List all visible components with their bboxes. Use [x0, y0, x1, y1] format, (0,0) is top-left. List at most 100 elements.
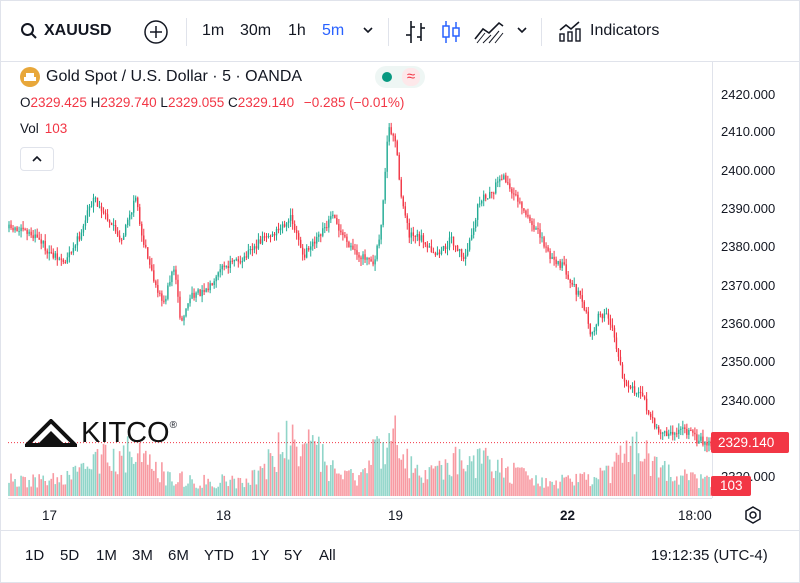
volume-bar: [76, 471, 79, 496]
volume-bar: [571, 481, 574, 496]
volume-bar: [223, 475, 226, 496]
volume-bar: [110, 470, 113, 496]
close-value: 2329.140: [237, 95, 295, 110]
volume-bar: [613, 461, 616, 496]
candle-body: [424, 242, 427, 245]
market-status-badge[interactable]: ≈: [375, 66, 425, 88]
candle-body: [334, 214, 336, 219]
chevron-down-icon[interactable]: [362, 24, 374, 36]
collapse-legend-button[interactable]: [20, 147, 54, 171]
volume-bar: [617, 454, 620, 496]
range-5d[interactable]: 5D: [60, 547, 80, 564]
candle-body: [316, 236, 318, 244]
candle-body: [36, 234, 38, 238]
volume-bar: [438, 460, 441, 496]
candle-body: [8, 224, 10, 229]
volume-bar: [32, 474, 34, 496]
candle-body: [96, 197, 99, 207]
volume-bar: [615, 452, 618, 496]
volume-bar: [153, 470, 155, 496]
candle-body: [143, 235, 145, 245]
volume-bar: [597, 479, 600, 496]
chevron-down-icon[interactable]: [516, 24, 528, 36]
volume-bar: [108, 466, 111, 496]
volume-bar: [368, 460, 370, 496]
candle-body: [591, 331, 594, 335]
volume-bar: [40, 479, 42, 496]
range-3m[interactable]: 3M: [132, 547, 153, 564]
range-all[interactable]: All: [319, 547, 336, 564]
volume-bar: [547, 486, 549, 496]
volume-legend[interactable]: Vol 103: [20, 121, 67, 136]
range-5y[interactable]: 5Y: [284, 547, 303, 564]
price-tick: 2410.000: [721, 124, 776, 139]
volume-bar: [348, 470, 350, 496]
candle-body: [499, 178, 501, 182]
volume-bar: [197, 488, 199, 496]
price-tick: 2420.000: [721, 87, 776, 102]
candle-body: [151, 264, 153, 271]
volume-bar: [120, 455, 123, 496]
volume-bar: [28, 479, 30, 496]
volume-bar: [291, 424, 294, 496]
candle-body: [599, 313, 602, 315]
interval-5m[interactable]: 5m: [322, 22, 345, 39]
volume-bar: [569, 478, 571, 496]
candle-body: [438, 252, 441, 255]
bar-chart-type-icon[interactable]: [404, 19, 428, 45]
candle-body: [398, 154, 400, 180]
volume-bar: [235, 488, 238, 496]
volume-bar: [124, 472, 127, 496]
volume-bar: [271, 456, 274, 496]
volume-bar: [319, 471, 322, 496]
candle-body: [440, 250, 443, 255]
chart-settings-icon[interactable]: [743, 505, 763, 525]
time-axis[interactable]: 17 18 19 22 18:00: [8, 498, 712, 530]
indicators-button[interactable]: Indicators: [558, 11, 659, 51]
volume-bar: [509, 482, 511, 496]
range-1d[interactable]: 1D: [25, 547, 45, 564]
volume-bar: [682, 475, 684, 496]
volume-bar: [621, 462, 624, 496]
symbol-label: XAUUSD: [44, 22, 112, 39]
candle-body: [545, 246, 547, 248]
volume-bar: [529, 479, 531, 496]
candle-body: [708, 440, 710, 446]
candle-body: [396, 141, 398, 155]
volume-bar: [313, 441, 316, 496]
candle-body: [686, 428, 688, 435]
range-ytd[interactable]: YTD: [204, 547, 234, 564]
candle-body: [215, 276, 217, 282]
candle-body: [549, 250, 551, 259]
candle-body: [462, 256, 465, 259]
candle-body: [402, 196, 404, 207]
price-chart[interactable]: [8, 62, 712, 498]
candle-body: [10, 224, 12, 229]
volume-bar: [175, 484, 177, 496]
candle-body: [569, 279, 571, 283]
compare-symbol-button[interactable]: [143, 19, 169, 45]
series-legend[interactable]: Gold Spot / U.S. Dollar · 5 · OANDA: [20, 67, 302, 87]
range-1m[interactable]: 1M: [96, 547, 117, 564]
candle-body: [374, 259, 376, 265]
volume-bar: [285, 420, 288, 496]
candle-body: [595, 324, 598, 331]
candle-body: [32, 235, 34, 239]
price-tick: 2340.000: [721, 393, 776, 408]
area-chart-type-icon[interactable]: [473, 19, 505, 45]
range-6m[interactable]: 6M: [168, 547, 189, 564]
candle-body: [567, 274, 569, 280]
candle-body: [533, 225, 535, 230]
timezone-clock[interactable]: 19:12:35 (UTC-4): [651, 547, 768, 564]
volume-bar: [376, 436, 378, 496]
candle-body: [40, 239, 42, 244]
volume-bar: [627, 462, 630, 496]
symbol-search[interactable]: XAUUSD: [20, 11, 112, 51]
candlestick-chart-type-icon[interactable]: [440, 19, 462, 45]
range-1y[interactable]: 1Y: [251, 547, 270, 564]
candle-body: [173, 269, 175, 272]
interval-30m[interactable]: 30m: [240, 22, 272, 39]
interval-1m[interactable]: 1m: [202, 22, 225, 39]
interval-1h[interactable]: 1h: [288, 22, 306, 39]
candle-body: [62, 259, 65, 262]
